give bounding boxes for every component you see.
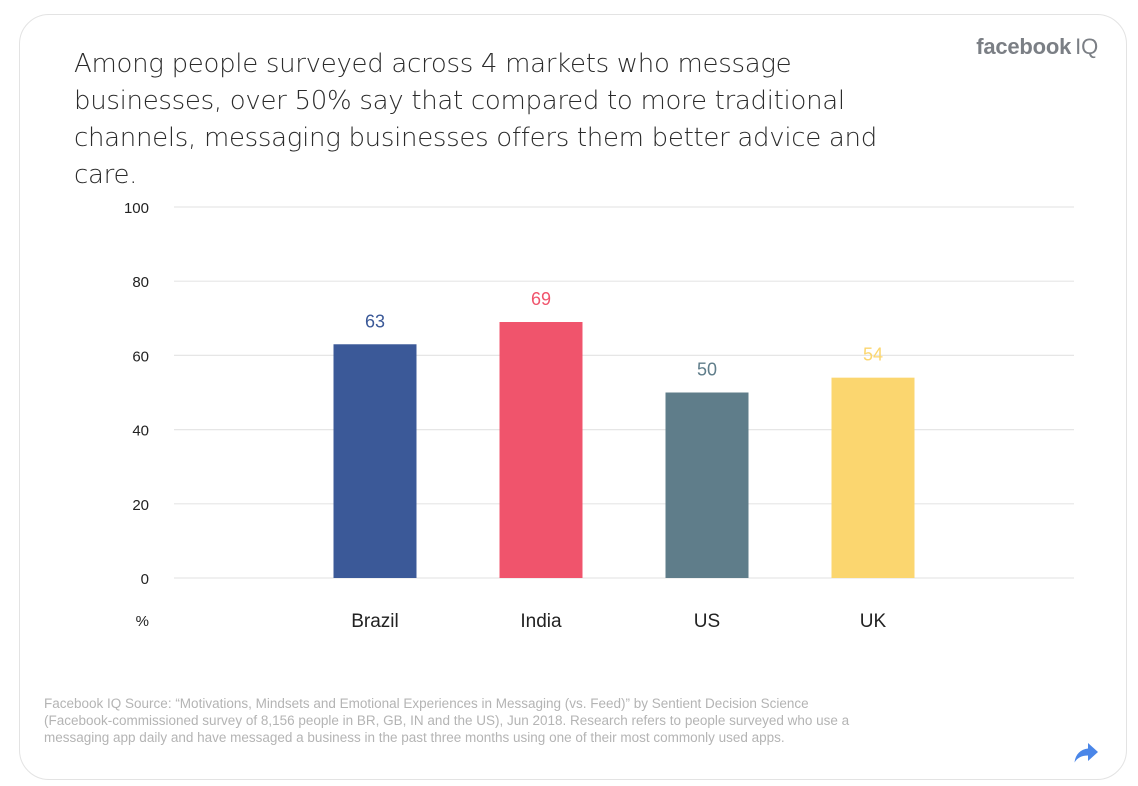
y-tick-label: 100 (124, 200, 149, 217)
data-label-india: 69 (531, 289, 551, 309)
y-tick-label: 40 (132, 423, 149, 440)
x-tick-label-india: India (520, 611, 562, 632)
brand-logo: facebook IQ (976, 34, 1098, 60)
headline: Among people surveyed across 4 markets w… (74, 49, 877, 190)
share-button[interactable] (1072, 740, 1100, 766)
data-label-us: 50 (697, 360, 717, 380)
source-note: Facebook IQ Source: “Motivations, Mindse… (44, 696, 850, 745)
y-tick-label: 20 (132, 497, 149, 514)
bar-us (665, 392, 749, 578)
x-tick-label-brazil: Brazil (351, 611, 399, 632)
data-label-uk: 54 (863, 345, 883, 365)
x-tick-label-uk: UK (860, 611, 887, 632)
brand-suffix: IQ (1075, 34, 1098, 59)
data-label-brazil: 63 (365, 311, 385, 331)
bar-india (499, 322, 583, 578)
y-axis-unit: % (136, 613, 149, 630)
bar-uk (831, 377, 915, 578)
x-tick-label-us: US (694, 611, 720, 632)
y-tick-label: 80 (132, 274, 149, 291)
y-tick-label: 60 (132, 348, 149, 365)
brand-name: facebook (976, 34, 1072, 59)
share-arrow-icon (1074, 743, 1098, 763)
y-tick-label: 0 (141, 571, 149, 588)
bar-brazil (333, 344, 417, 578)
